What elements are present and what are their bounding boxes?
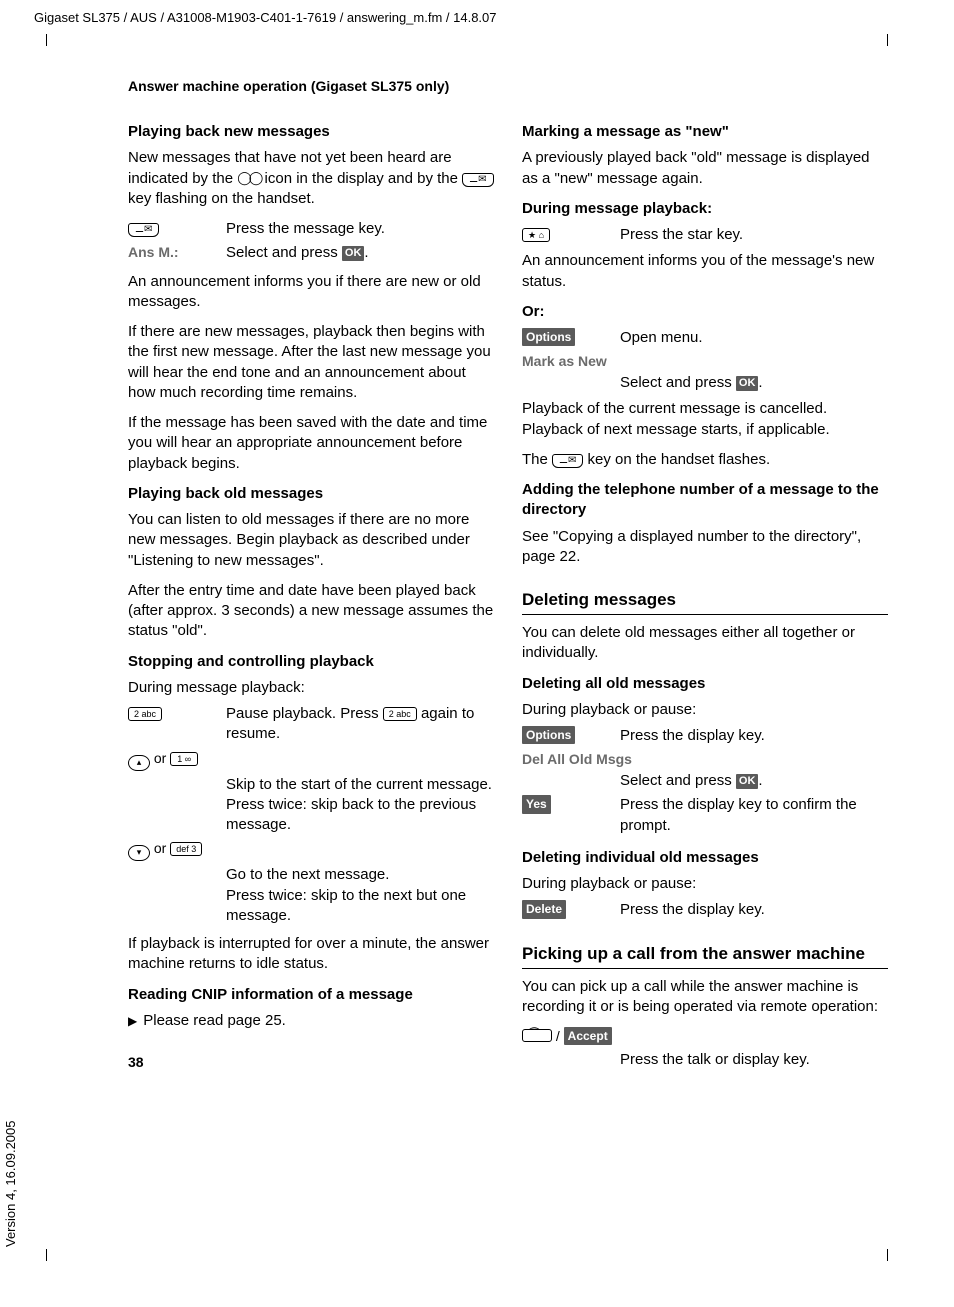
crop-mark xyxy=(887,34,888,46)
left-column: Playing back new messages New messages t… xyxy=(128,112,494,1074)
paragraph: You can delete old messages either all t… xyxy=(522,623,888,664)
heading-playing-new: Playing back new messages xyxy=(128,122,494,142)
ok-softkey: OK xyxy=(342,246,365,261)
star-key-icon: ★ ⌂ xyxy=(522,225,620,245)
arrow-bullet-icon: ▶ xyxy=(128,1014,137,1028)
instruction-text: Press the message key. xyxy=(226,219,494,239)
instruction-text: Select and press OK. xyxy=(620,771,888,791)
paragraph: During message playback: xyxy=(128,678,494,698)
paragraph: Playback of the current message is cance… xyxy=(522,399,888,440)
heading-playing-old: Playing back old messages xyxy=(128,484,494,504)
paragraph: If playback is interrupted for over a mi… xyxy=(128,934,494,975)
paragraph: ▶Please read page 25. xyxy=(128,1011,494,1031)
paragraph: If there are new messages, playback then… xyxy=(128,322,494,403)
message-key-icon: ⚊✉ xyxy=(128,219,226,239)
instruction-text: Press the display key. xyxy=(620,726,888,746)
paragraph: An announcement informs you of the messa… xyxy=(522,251,888,292)
instruction-text: Skip to the start of the current message… xyxy=(226,775,494,836)
options-softkey: Options xyxy=(522,726,620,746)
paragraph: If the message has been saved with the d… xyxy=(128,413,494,474)
message-key-icon: ⚊✉ xyxy=(462,173,493,187)
heading-add-directory: Adding the telephone number of a message… xyxy=(522,480,888,521)
paragraph: New messages that have not yet been hear… xyxy=(128,148,494,209)
instruction-text: Open menu. xyxy=(620,328,888,348)
mark-as-new-label: Mark as New xyxy=(522,352,888,371)
ok-softkey: OK xyxy=(736,376,759,391)
nav-up-or-1-key: ▴ or 1 ∞ xyxy=(128,749,226,771)
instruction-text: Go to the next message. Press twice: ski… xyxy=(226,865,494,926)
page-number: 38 xyxy=(128,1053,494,1072)
delete-softkey: Delete xyxy=(522,900,620,920)
paragraph: You can listen to old messages if there … xyxy=(128,510,494,571)
ans-m-label: Ans M.: xyxy=(128,243,226,263)
or-label: Or: xyxy=(522,302,888,322)
crop-mark xyxy=(46,1249,47,1261)
paragraph: See "Copying a displayed number to the d… xyxy=(522,527,888,568)
paragraph: The ⚊✉ key on the handset flashes. xyxy=(522,450,888,470)
paragraph: You can pick up a call while the answer … xyxy=(522,977,888,1018)
paragraph: A previously played back "old" message i… xyxy=(522,148,888,189)
section-header: Answer machine operation (Gigaset SL375 … xyxy=(128,78,888,94)
tape-icon: ◯◯ xyxy=(237,170,260,185)
heading-delete-individual: Deleting individual old messages xyxy=(522,848,888,868)
key-2abc: 2 abc xyxy=(383,707,417,721)
heading-stopping: Stopping and controlling playback xyxy=(128,652,494,672)
instruction-text: Press the talk or display key. xyxy=(620,1050,888,1070)
heading-delete-all: Deleting all old messages xyxy=(522,674,888,694)
talk-or-accept-key: / Accept xyxy=(522,1027,620,1046)
message-key-icon: ⚊✉ xyxy=(552,454,583,468)
version-label: Version 4, 16.09.2005 xyxy=(3,1121,18,1248)
paragraph: During playback or pause: xyxy=(522,874,888,894)
instruction-text: Press the display key to confirm the pro… xyxy=(620,795,888,836)
doc-path-header: Gigaset SL375 / AUS / A31008-M1903-C401-… xyxy=(34,10,497,25)
heading-deleting-messages: Deleting messages xyxy=(522,589,888,615)
yes-softkey: Yes xyxy=(522,795,620,836)
paragraph: During playback or pause: xyxy=(522,700,888,720)
subheading: During message playback: xyxy=(522,199,888,219)
instruction-text: Press the star key. xyxy=(620,225,888,245)
paragraph: After the entry time and date have been … xyxy=(128,581,494,642)
paragraph: An announcement informs you if there are… xyxy=(128,272,494,313)
ok-softkey: OK xyxy=(736,774,759,789)
del-all-old-label: Del All Old Msgs xyxy=(522,750,888,769)
instruction-text: Press the display key. xyxy=(620,900,888,920)
heading-marking-new: Marking a message as "new" xyxy=(522,122,888,142)
instruction-text: Select and press OK. xyxy=(620,373,888,393)
heading-pickup-call: Picking up a call from the answer machin… xyxy=(522,943,888,969)
crop-mark xyxy=(46,34,47,46)
nav-down-or-3-key: ▾ or def 3 xyxy=(128,839,226,861)
instruction-text: Pause playback. Press 2 abc again to res… xyxy=(226,704,494,745)
heading-cnip: Reading CNIP information of a message xyxy=(128,985,494,1005)
options-softkey: Options xyxy=(522,328,620,348)
right-column: Marking a message as "new" A previously … xyxy=(522,112,888,1074)
instruction-text: Select and press OK. xyxy=(226,243,494,263)
key-2abc: 2 abc xyxy=(128,704,226,745)
crop-mark xyxy=(887,1249,888,1261)
